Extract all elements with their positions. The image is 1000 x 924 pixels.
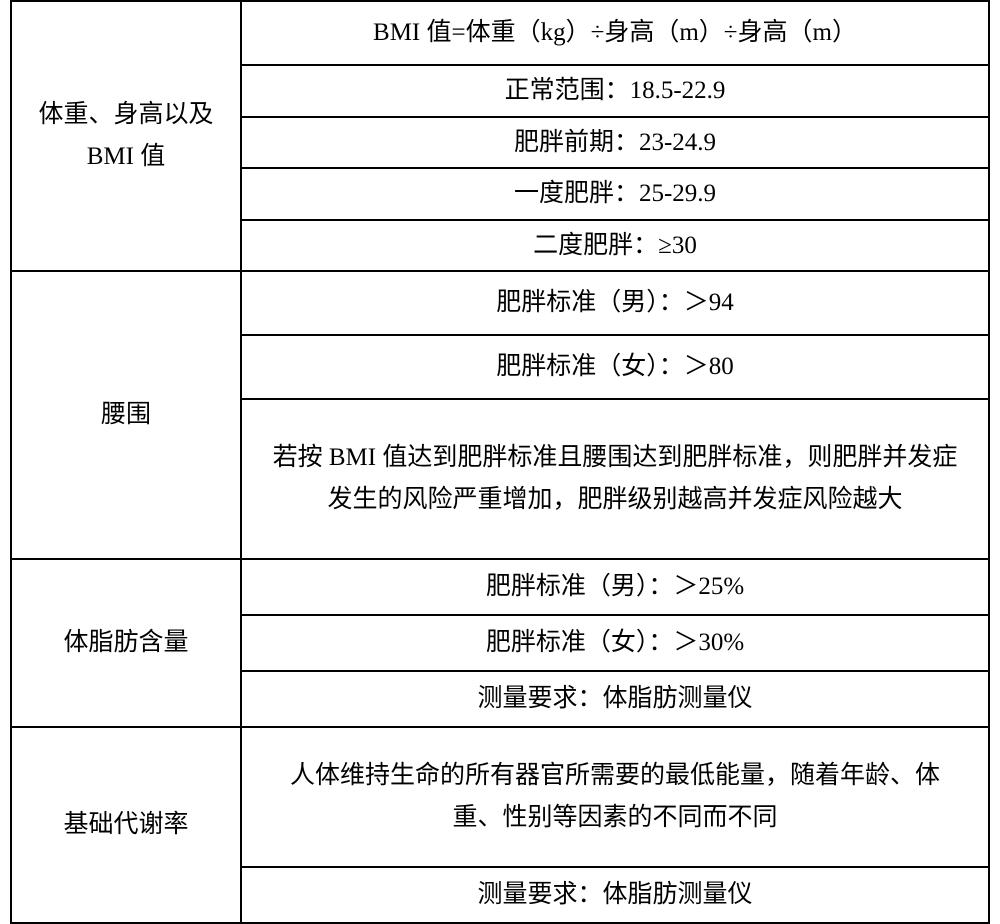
measurement-standards-table: 体重、身高以及 BMI 值 BMI 值=体重（kg）÷身高（m）÷身高（m） 正…: [10, 0, 990, 924]
cell-waist-female: 肥胖标准（女）：＞80: [241, 335, 989, 399]
cell-bodyfat-device: 测量要求：体脂肪测量仪: [241, 671, 989, 727]
cell-bmr-desc: 人体维持生命的所有器官所需要的最低能量，随着年龄、体重、性别等因素的不同而不同: [241, 727, 989, 867]
cell-bmi-normal: 正常范围：18.5-22.9: [241, 65, 989, 117]
table-row: 体脂肪含量 肥胖标准（男）：＞25%: [11, 559, 989, 615]
cell-bmr-device: 测量要求：体脂肪测量仪: [241, 867, 989, 923]
cell-bodyfat-male: 肥胖标准（男）：＞25%: [241, 559, 989, 615]
row-header-bmi: 体重、身高以及 BMI 值: [11, 1, 241, 271]
row-header-bmr: 基础代谢率: [11, 727, 241, 923]
cell-waist-male: 肥胖标准（男）：＞94: [241, 271, 989, 335]
row-header-waist: 腰围: [11, 271, 241, 559]
table-row: 体重、身高以及 BMI 值 BMI 值=体重（kg）÷身高（m）÷身高（m）: [11, 1, 989, 65]
row-header-bodyfat: 体脂肪含量: [11, 559, 241, 727]
table-row: 腰围 肥胖标准（男）：＞94: [11, 271, 989, 335]
cell-bmi-preobese: 肥胖前期：23-24.9: [241, 117, 989, 169]
table-row: 基础代谢率 人体维持生命的所有器官所需要的最低能量，随着年龄、体重、性别等因素的…: [11, 727, 989, 867]
cell-waist-note: 若按 BMI 值达到肥胖标准且腰围达到肥胖标准，则肥胖并发症发生的风险严重增加，…: [241, 399, 989, 559]
cell-bmi-formula: BMI 值=体重（kg）÷身高（m）÷身高（m）: [241, 1, 989, 65]
cell-bmi-obese2: 二度肥胖：≥30: [241, 220, 989, 272]
cell-bodyfat-female: 肥胖标准（女）：＞30%: [241, 615, 989, 671]
cell-bmi-obese1: 一度肥胖：25-29.9: [241, 168, 989, 220]
